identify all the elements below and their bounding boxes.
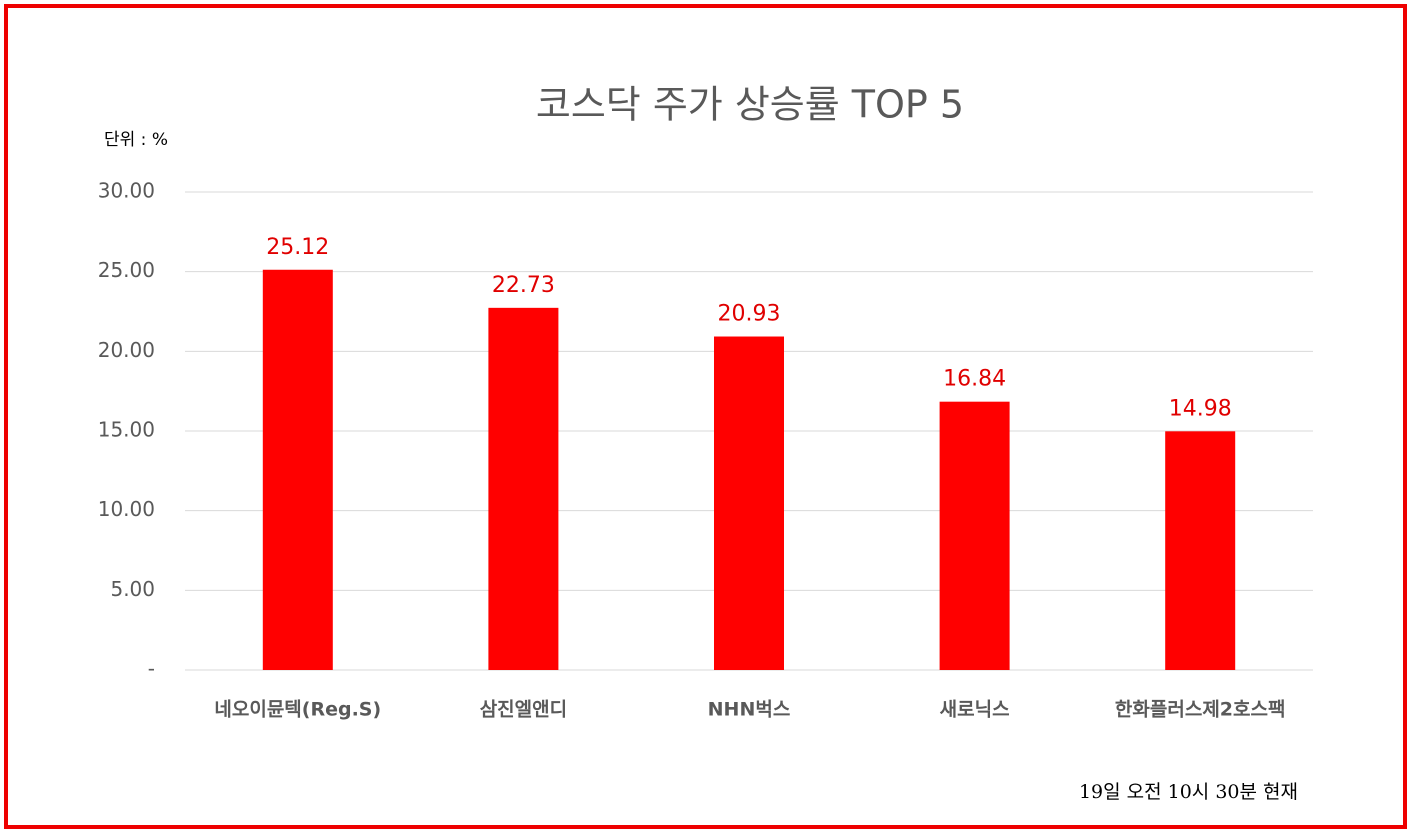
- y-tick-label: 15.00: [98, 418, 155, 442]
- data-label: 14.98: [1169, 396, 1232, 421]
- y-tick-label: 25.00: [98, 258, 155, 282]
- data-label: 16.84: [943, 367, 1006, 392]
- footnote: 19일 오전 10시 30분 현재: [1079, 781, 1298, 803]
- bar: [714, 336, 784, 670]
- unit-label: 단위 : %: [104, 130, 168, 150]
- x-tick-label: 삼진엘앤디: [480, 699, 567, 721]
- x-tick-label: 네오이뮨텍(Reg.S): [214, 699, 381, 721]
- y-tick-label: 5.00: [110, 577, 155, 601]
- data-label: 22.73: [492, 273, 555, 298]
- y-tick-label: 10.00: [98, 497, 155, 521]
- bar: [939, 401, 1010, 670]
- y-tick-label: 20.00: [98, 338, 155, 362]
- chart-title: 코스닥 주가 상승률 TOP 5: [536, 83, 964, 127]
- data-label: 25.12: [266, 235, 329, 260]
- data-label: 20.93: [718, 302, 781, 327]
- x-tick-label: NHN벅스: [708, 699, 791, 721]
- y-tick-label: 30.00: [98, 179, 155, 203]
- frame: [4, 4, 1407, 829]
- x-tick-label: 새로닉스: [940, 699, 1010, 721]
- bar: [1165, 431, 1236, 670]
- bar: [262, 269, 333, 670]
- y-tick-label: -: [148, 657, 155, 681]
- x-tick-label: 한화플러스제2호스팩: [1115, 699, 1286, 721]
- bar: [488, 307, 559, 670]
